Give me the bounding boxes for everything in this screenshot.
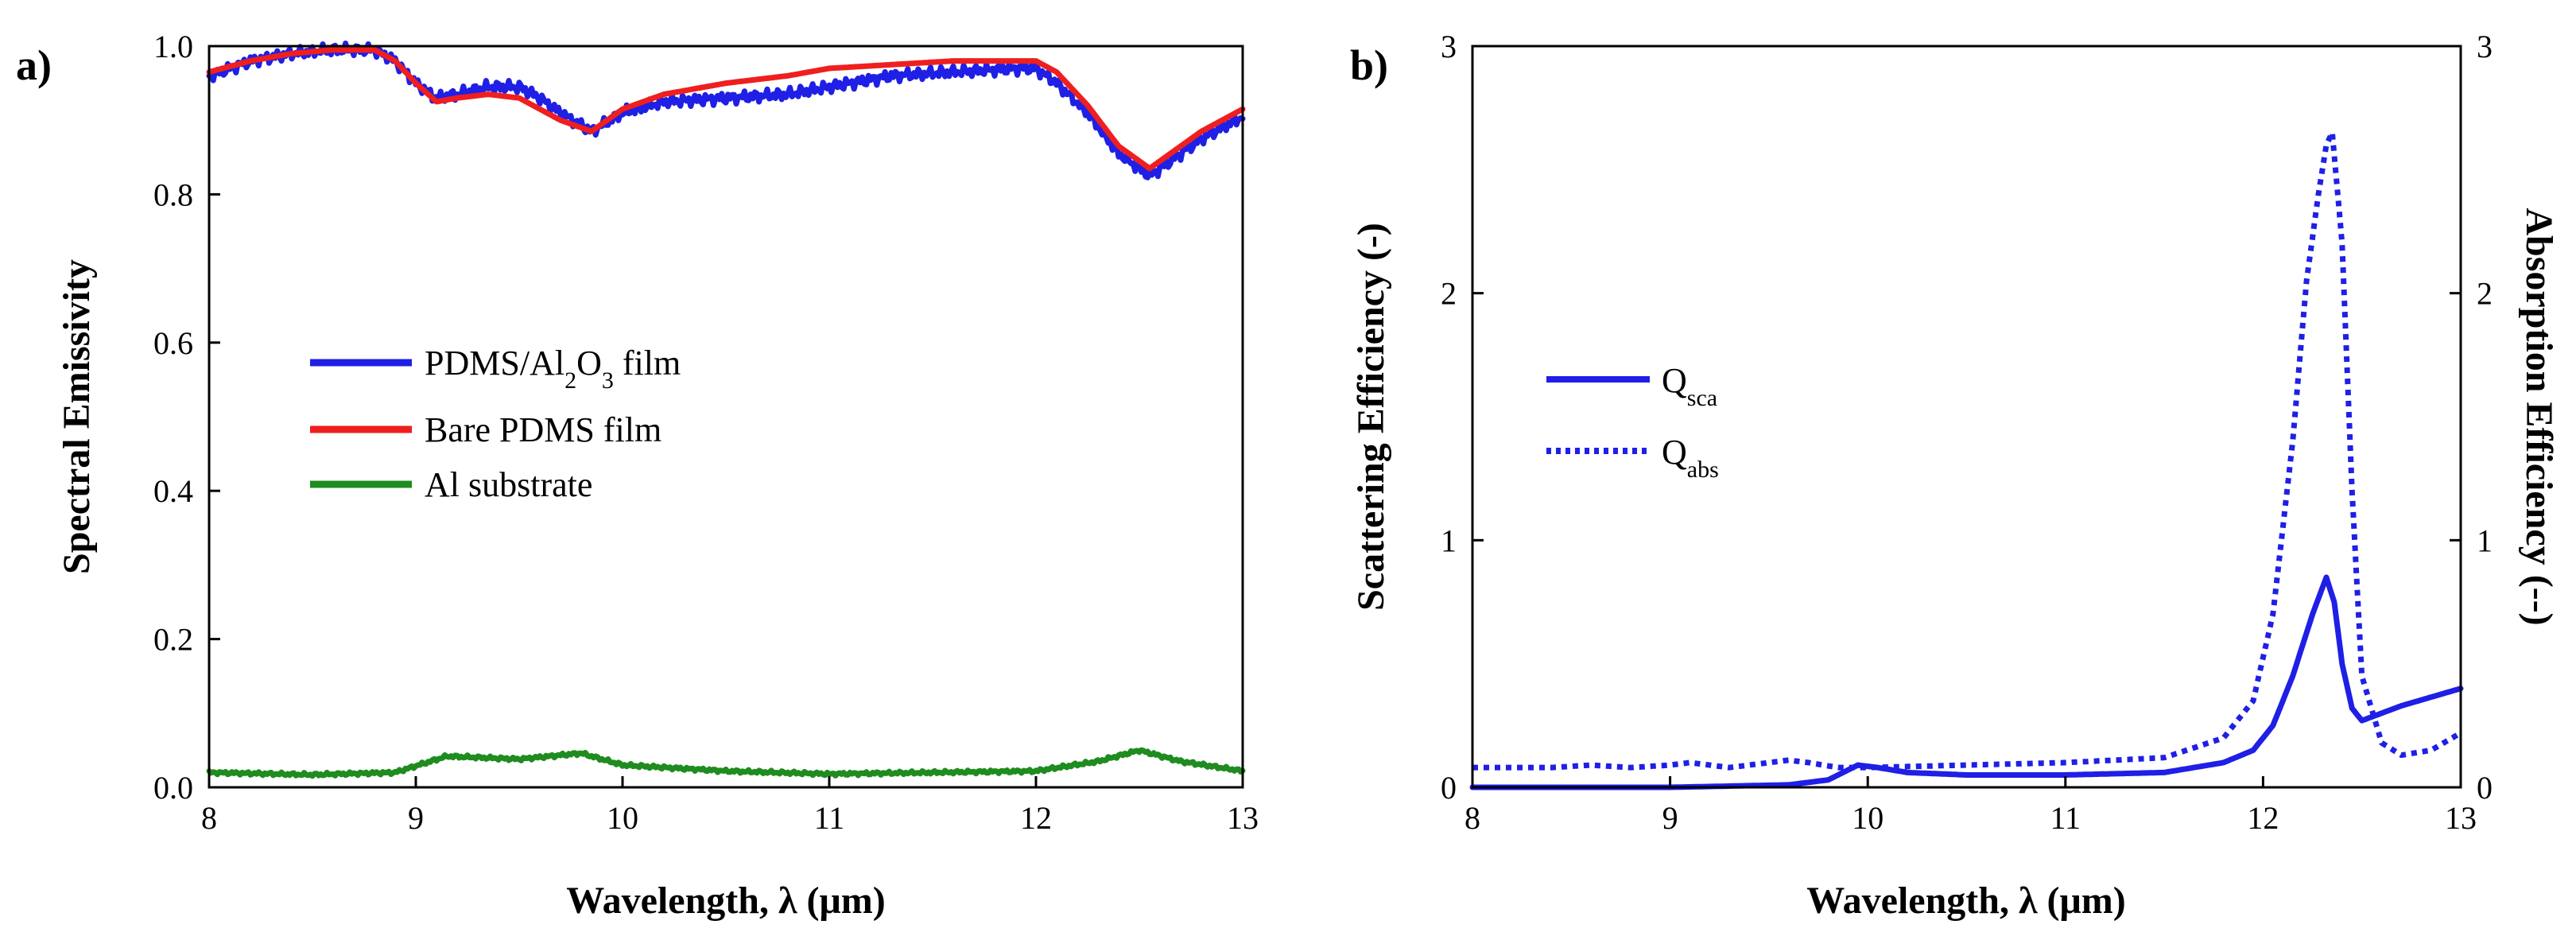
panel-a-label: a): [16, 41, 52, 89]
panel-a-y-ticks: 0.0 0.2 0.4 0.6 0.8 1.0: [153, 29, 220, 806]
panel-b-series-group: [1469, 130, 2464, 790]
panel-b-legend: Qsca Qabs: [1546, 361, 1719, 483]
panel-b-x-ticks: 8 9 10 11 12 13: [1465, 776, 2477, 836]
y-tick-label: 1: [1441, 522, 1457, 558]
x-tick-label: 12: [1020, 800, 1052, 836]
y-tick-label: 0.4: [153, 473, 193, 509]
y-tick-label: 0.0: [153, 770, 193, 806]
legend-label-bare-pdms: Bare PDMS film: [425, 410, 661, 449]
y-tick-label: 0.8: [153, 177, 193, 212]
panel-b-y-ticks-right: 0 1 2 3: [2450, 29, 2493, 806]
panel-a-legend: PDMS/Al2O3 film Bare PDMS film Al substr…: [310, 344, 681, 504]
y-right-tick-label: 0: [2477, 770, 2493, 806]
panel-b-y-axis-title-right: Absorption Efficiency (--): [2518, 208, 2560, 625]
x-tick-label: 11: [814, 800, 845, 836]
x-tick-label: 8: [1465, 800, 1480, 836]
y-right-tick-label: 2: [2477, 276, 2493, 312]
legend-label-qsca: Qsca: [1662, 361, 1717, 411]
panel-a-y-axis-title: Spectral Emissivity: [56, 259, 98, 574]
series-line-qsca: [1469, 574, 2464, 790]
series-line-qabs: [1472, 130, 2462, 771]
x-tick-label: 13: [2445, 800, 2477, 836]
panel-a-x-ticks: 8 9 10 11 12 13: [201, 776, 1259, 836]
y-tick-label: 0.2: [153, 622, 193, 658]
panel-b-label: b): [1350, 41, 1388, 89]
x-tick-label: 8: [201, 800, 217, 836]
y-tick-label: 0.6: [153, 325, 193, 361]
panel-b-y-ticks-left: 0 1 2 3: [1441, 29, 1484, 806]
legend-label-al-substrate: Al substrate: [425, 465, 592, 504]
series-line-pdms-al2o3-film: [206, 41, 1246, 181]
x-tick-label: 10: [1852, 800, 1884, 836]
panel-a-series-group: [206, 41, 1246, 779]
legend-label-qabs: Qabs: [1662, 433, 1719, 483]
panel-a-x-axis-title: Wavelength, λ (μm): [566, 880, 885, 922]
x-tick-label: 9: [408, 800, 424, 836]
panel-a-plot-frame: [208, 45, 1244, 789]
y-tick-label: 1.0: [153, 29, 193, 64]
y-right-tick-label: 3: [2477, 29, 2493, 64]
x-tick-label: 9: [1662, 800, 1678, 836]
series-line-bare-pdms-film: [206, 47, 1246, 172]
panel-a: a) 8 9 10 11 12 13 0.0 0.2 0.4 0.6 0.8 1.0 Wavelen…: [16, 29, 1259, 922]
y-right-tick-label: 1: [2477, 522, 2493, 558]
x-tick-label: 12: [2247, 800, 2279, 836]
x-tick-label: 11: [2050, 800, 2081, 836]
y-tick-label: 0: [1441, 770, 1457, 806]
panel-b-plot-frame: [1471, 45, 2462, 789]
y-tick-label: 2: [1441, 276, 1457, 312]
x-tick-label: 10: [607, 800, 638, 836]
x-tick-label: 13: [1227, 800, 1259, 836]
y-tick-label: 3: [1441, 29, 1457, 64]
legend-label-pdms-al2o3: PDMS/Al2O3 film: [425, 344, 681, 394]
panel-b-x-axis-title: Wavelength, λ (μm): [1806, 880, 2125, 922]
panel-b-y-axis-title-left: Scattering Efficiency (-): [1350, 223, 1392, 611]
series-line-al-substrate: [206, 747, 1246, 779]
